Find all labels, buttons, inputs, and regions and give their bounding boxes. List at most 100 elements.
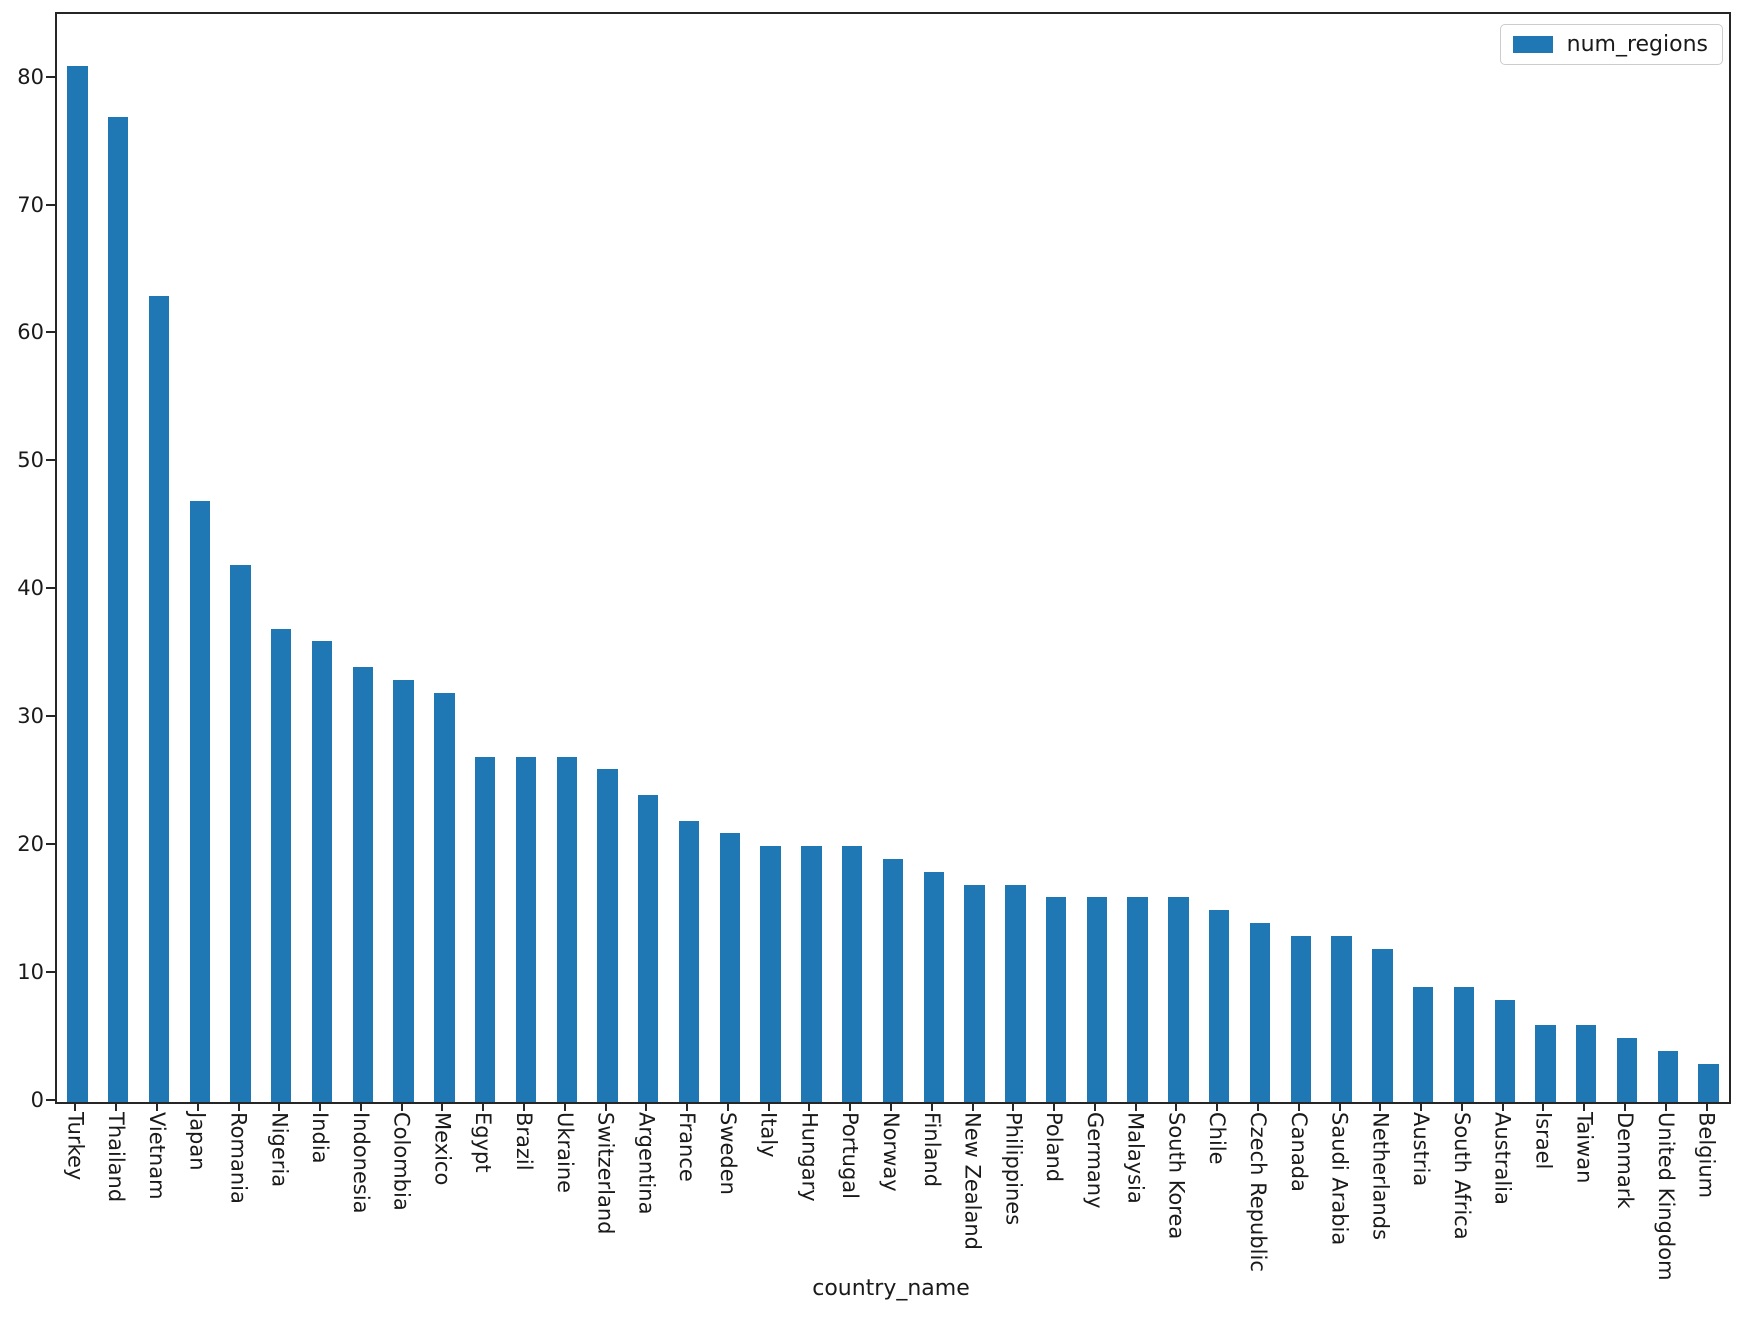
- bar-australia: [1494, 999, 1515, 1102]
- x-tick-mark: [1175, 1102, 1178, 1111]
- y-tick-mark: [46, 203, 55, 206]
- x-tick-mark: [74, 1102, 77, 1111]
- x-tick-label-germany: Germany: [1082, 1112, 1107, 1209]
- y-tick-mark: [46, 715, 55, 718]
- bar-hungary: [801, 846, 822, 1102]
- bar-saudi-arabia: [1331, 935, 1352, 1102]
- bar-united-kingdom: [1657, 1050, 1678, 1102]
- bar-france: [678, 820, 700, 1102]
- bar-poland: [1045, 897, 1067, 1102]
- x-tick-mark: [1583, 1102, 1586, 1111]
- x-tick-label-argentina: Argentina: [634, 1112, 659, 1215]
- bar-canada: [1290, 935, 1311, 1102]
- x-tick-label-chile: Chile: [1205, 1112, 1230, 1165]
- bar-argentina: [638, 794, 659, 1102]
- bar-ukraine: [556, 756, 577, 1102]
- x-tick-label-denmark: Denmark: [1613, 1112, 1638, 1209]
- bar-czech-republic: [1249, 922, 1271, 1102]
- bar-finland: [923, 871, 944, 1102]
- bar-taiwan: [1576, 1025, 1597, 1102]
- x-tick-mark: [1257, 1102, 1260, 1111]
- x-tick-mark: [196, 1102, 199, 1111]
- y-tick-label: 50: [17, 448, 44, 473]
- x-tick-label-australia: Australia: [1490, 1112, 1515, 1205]
- y-tick-label: 70: [17, 192, 44, 217]
- x-tick-label-sweden: Sweden: [715, 1112, 740, 1195]
- x-tick-label-israel: Israel: [1531, 1112, 1556, 1170]
- legend-label: num_regions: [1566, 32, 1708, 57]
- x-tick-mark: [604, 1102, 607, 1111]
- x-tick-label-united-kingdom: United Kingdom: [1653, 1112, 1678, 1281]
- x-tick-mark: [726, 1102, 729, 1111]
- x-tick-mark: [1664, 1102, 1667, 1111]
- bar-austria: [1412, 986, 1434, 1102]
- x-tick-mark: [482, 1102, 485, 1111]
- bar-italy: [760, 846, 781, 1102]
- x-tick-mark: [808, 1102, 811, 1111]
- x-tick-label-south-africa: South Africa: [1449, 1112, 1474, 1240]
- x-tick-mark: [563, 1102, 566, 1111]
- x-tick-mark: [849, 1102, 852, 1111]
- x-tick-label-romania: Romania: [226, 1112, 251, 1204]
- x-tick-mark: [767, 1102, 770, 1111]
- x-tick-label-italy: Italy: [756, 1112, 781, 1158]
- bar-brazil: [515, 756, 537, 1102]
- x-tick-label-thailand: Thailand: [104, 1112, 129, 1203]
- x-tick-label-vietnam: Vietnam: [144, 1112, 169, 1200]
- x-tick-mark: [1134, 1102, 1137, 1111]
- x-tick-mark: [1297, 1102, 1300, 1111]
- bar-new-zealand: [964, 884, 985, 1102]
- x-tick-label-india: India: [308, 1112, 333, 1164]
- y-tick-label: 60: [17, 320, 44, 345]
- x-tick-mark: [319, 1102, 322, 1111]
- bar-norway: [882, 858, 904, 1102]
- legend: num_regions: [1499, 24, 1723, 65]
- y-tick-mark: [46, 459, 55, 462]
- bar-india: [311, 641, 333, 1102]
- x-tick-mark: [1542, 1102, 1545, 1111]
- x-tick-label-ukraine: Ukraine: [552, 1112, 577, 1194]
- bar-south-korea: [1168, 897, 1189, 1102]
- bar-chile: [1209, 910, 1230, 1102]
- x-tick-label-france: France: [675, 1112, 700, 1182]
- x-tick-mark: [971, 1102, 974, 1111]
- y-tick-label: 20: [17, 832, 44, 857]
- x-tick-label-brazil: Brazil: [511, 1112, 536, 1171]
- bar-nigeria: [271, 628, 292, 1102]
- x-tick-mark: [890, 1102, 892, 1111]
- x-tick-mark: [278, 1102, 281, 1111]
- bar-thailand: [107, 116, 129, 1102]
- x-tick-mark: [1012, 1102, 1015, 1111]
- bar-germany: [1086, 897, 1108, 1102]
- y-tick-label: 30: [17, 704, 44, 729]
- x-tick-mark: [1216, 1102, 1219, 1111]
- x-tick-mark: [930, 1102, 933, 1111]
- x-tick-label-indonesia: Indonesia: [348, 1112, 373, 1214]
- x-tick-label-belgium: Belgium: [1694, 1112, 1719, 1199]
- x-tick-label-malaysia: Malaysia: [1123, 1112, 1148, 1204]
- x-tick-mark: [115, 1102, 118, 1111]
- bar-colombia: [393, 679, 414, 1102]
- x-tick-label-switzerland: Switzerland: [593, 1112, 618, 1235]
- y-tick-label: 80: [17, 64, 44, 89]
- bar-sweden: [719, 833, 741, 1102]
- x-tick-mark: [1093, 1102, 1096, 1111]
- x-tick-mark: [522, 1102, 525, 1111]
- bar-vietnam: [148, 296, 170, 1102]
- bar-switzerland: [597, 769, 618, 1102]
- x-tick-mark: [441, 1102, 444, 1111]
- x-tick-label-norway: Norway: [879, 1112, 903, 1192]
- x-tick-mark: [1705, 1102, 1708, 1111]
- x-tick-mark: [1053, 1102, 1056, 1111]
- x-tick-label-mexico: Mexico: [430, 1112, 455, 1186]
- x-tick-label-hungary: Hungary: [797, 1112, 822, 1202]
- x-tick-label-philippines: Philippines: [1001, 1112, 1026, 1226]
- x-tick-mark: [1624, 1102, 1627, 1111]
- y-tick-mark: [46, 587, 55, 590]
- x-tick-label-new-zealand: New Zealand: [960, 1112, 985, 1250]
- bar-denmark: [1616, 1038, 1638, 1102]
- x-tick-label-taiwan: Taiwan: [1572, 1112, 1597, 1184]
- x-tick-mark: [645, 1102, 648, 1111]
- y-tick-mark: [46, 1099, 55, 1101]
